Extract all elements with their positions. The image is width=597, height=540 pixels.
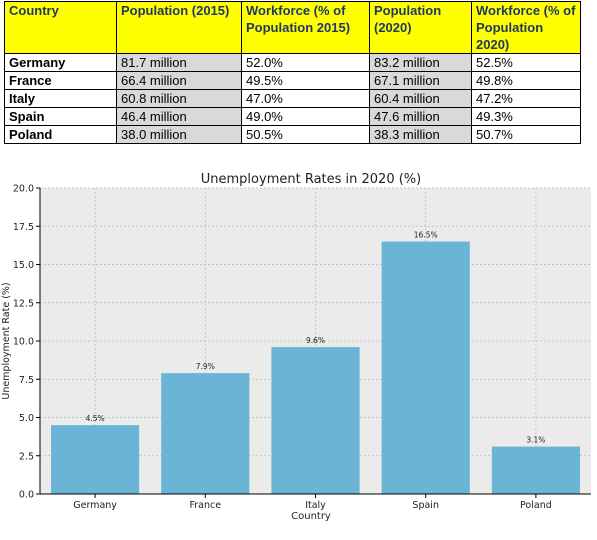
y-tick-label: 17.5 xyxy=(13,222,34,233)
y-tick-label: 2.5 xyxy=(19,451,34,462)
table-row: Italy 60.8 million 47.0% 60.4 million 47.2% xyxy=(4,89,581,108)
cell-workforce-2020: 52.5% xyxy=(471,53,581,72)
table-row: Germany 81.7 million 52.0% 83.2 million 52.5… xyxy=(4,53,581,72)
cell-workforce-2020: 49.3% xyxy=(471,107,581,126)
x-axis-label: Country xyxy=(291,511,331,522)
bar-value-label: 3.1% xyxy=(526,436,545,445)
chart-title: Unemployment Rates in 2020 (%) xyxy=(201,172,421,187)
cell-country: Poland xyxy=(4,125,117,144)
cell-workforce-2015: 49.5% xyxy=(241,71,370,90)
bar-france xyxy=(161,373,250,494)
cell-country: Spain xyxy=(4,107,117,126)
bar-value-label: 7.9% xyxy=(196,362,215,371)
cell-workforce-2020: 50.7% xyxy=(471,125,581,144)
bar-spain xyxy=(381,241,470,494)
bar-italy xyxy=(271,347,360,494)
population-workforce-table: Country Population (2015) Workforce (% o… xyxy=(4,1,581,144)
bar-value-label: 16.5% xyxy=(414,231,438,240)
cell-population-2015: 60.8 million xyxy=(116,89,242,108)
x-tick-label: Poland xyxy=(520,500,552,511)
y-tick-label: 7.5 xyxy=(19,375,34,386)
table-row: Spain 46.4 million 49.0% 47.6 million 49.3% xyxy=(4,107,581,126)
x-tick-label: Spain xyxy=(412,500,439,511)
cell-population-2015: 66.4 million xyxy=(116,71,242,90)
y-tick-label: 20.0 xyxy=(13,184,34,195)
cell-population-2015: 81.7 million xyxy=(116,53,242,72)
table-row: Poland 38.0 million 50.5% 38.3 million 50.7% xyxy=(4,125,581,144)
cell-workforce-2015: 47.0% xyxy=(241,89,370,108)
bar-germany xyxy=(51,425,140,494)
cell-country: Italy xyxy=(4,89,117,108)
table-row: France 66.4 million 49.5% 67.1 million 49.8% xyxy=(4,71,581,90)
y-axis-label: Unemployment Rate (%) xyxy=(1,282,12,399)
axes: 0.0 2.5 5.0 7.5 10.0 12.5 15.0 17.5 20.0 Germany F… xyxy=(13,184,591,511)
x-tick-label: Italy xyxy=(305,500,326,511)
y-tick-label: 15.0 xyxy=(13,260,34,271)
bars: 4.5% 7.9% 9.6% 16.5% 3.1% xyxy=(51,231,580,494)
header-workforce-2020: Workforce (% of Population 2020) xyxy=(471,1,581,54)
cell-population-2015: 46.4 million xyxy=(116,107,242,126)
x-tick-label: France xyxy=(190,500,222,511)
cell-population-2020: 67.1 million xyxy=(369,71,472,90)
y-tick-label: 10.0 xyxy=(13,337,34,348)
unemployment-bar-chart: 4.5% 7.9% 9.6% 16.5% 3.1% 0.0 2.5 5.0 7.5 10.0 12… xyxy=(0,162,597,532)
bar-poland xyxy=(491,446,580,494)
cell-population-2020: 38.3 million xyxy=(369,125,472,144)
bar-value-label: 4.5% xyxy=(86,414,105,423)
header-country: Country xyxy=(4,1,117,54)
y-tick-label: 12.5 xyxy=(13,298,34,309)
cell-workforce-2020: 47.2% xyxy=(471,89,581,108)
cell-workforce-2015: 49.0% xyxy=(241,107,370,126)
cell-workforce-2020: 49.8% xyxy=(471,71,581,90)
bar-value-label: 9.6% xyxy=(306,336,325,345)
cell-workforce-2015: 52.0% xyxy=(241,53,370,72)
cell-country: France xyxy=(4,71,117,90)
x-tick-label: Germany xyxy=(73,500,117,511)
header-workforce-2015: Workforce (% of Population 2015) xyxy=(241,1,370,54)
header-population-2020: Population (2020) xyxy=(369,1,472,54)
cell-population-2015: 38.0 million xyxy=(116,125,242,144)
table-header-row: Country Population (2015) Workforce (% o… xyxy=(4,1,581,54)
y-tick-label: 0.0 xyxy=(19,490,34,501)
cell-population-2020: 60.4 million xyxy=(369,89,472,108)
cell-workforce-2015: 50.5% xyxy=(241,125,370,144)
cell-population-2020: 83.2 million xyxy=(369,53,472,72)
header-population-2015: Population (2015) xyxy=(116,1,242,54)
cell-population-2020: 47.6 million xyxy=(369,107,472,126)
cell-country: Germany xyxy=(4,53,117,72)
y-tick-label: 5.0 xyxy=(19,413,34,424)
